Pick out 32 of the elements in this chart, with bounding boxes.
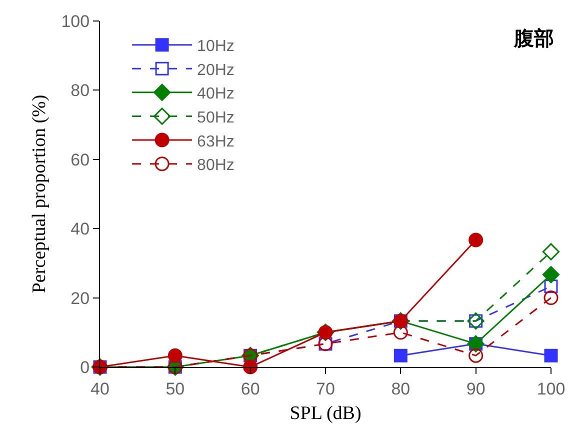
legend-label: 40Hz [197, 86, 234, 103]
point [168, 348, 182, 363]
point [394, 348, 408, 362]
legend-label: 63Hz [197, 133, 234, 150]
x-tick-label: 90 [466, 379, 486, 398]
point [542, 266, 560, 284]
y-tick-label: 60 [70, 150, 90, 170]
y-tick-label: 40 [70, 220, 90, 239]
point [542, 243, 560, 260]
point [544, 280, 558, 294]
y-tick-label: 0 [80, 358, 90, 377]
x-tick-label: 80 [391, 379, 410, 398]
x-tick-label: 70 [316, 379, 335, 398]
legend-label: 80Hz [197, 157, 234, 174]
point [468, 232, 484, 248]
y-tick-label: 20 [70, 288, 90, 308]
x-axis-title: SPL (dB) [290, 403, 362, 424]
point [468, 348, 484, 363]
x-tick-label: 50 [166, 379, 185, 398]
x-tick-label: 40 [90, 379, 110, 398]
y-tick-label: 100 [61, 12, 90, 31]
chart-title: 腹部 [512, 26, 554, 50]
legend-label: 50Hz [197, 109, 234, 126]
legend-label: 20Hz [197, 62, 234, 79]
legend-label: 10Hz [197, 38, 234, 56]
y-tick-label: 80 [70, 81, 90, 100]
x-tick-label: 100 [536, 379, 566, 398]
point [393, 325, 408, 340]
point [544, 348, 558, 362]
point [544, 290, 558, 306]
x-tick-label: 60 [240, 379, 260, 398]
y-axis-title: Perceptual proportion (%) [29, 94, 50, 294]
